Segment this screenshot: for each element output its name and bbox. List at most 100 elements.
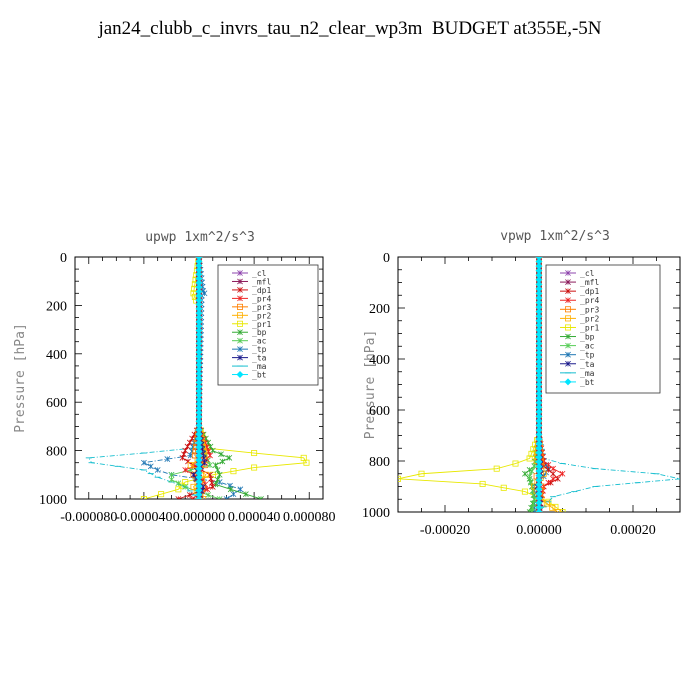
data-point bbox=[535, 490, 543, 498]
data-point bbox=[237, 270, 243, 276]
data-point bbox=[219, 458, 226, 465]
data-point bbox=[189, 496, 195, 499]
data-point bbox=[565, 324, 572, 331]
data-point bbox=[195, 288, 203, 296]
data-point bbox=[237, 337, 243, 344]
data-point bbox=[529, 509, 535, 512]
data-point bbox=[223, 496, 230, 499]
data-point bbox=[535, 303, 543, 311]
legend-label-ac: _ac bbox=[580, 342, 595, 351]
data-point bbox=[230, 468, 237, 475]
vpwp-chart: vpwp 1xm^2/s^3 Pressure [hPa] 0 200 400 600 80… bbox=[362, 229, 681, 538]
data-point bbox=[549, 504, 556, 511]
data-point bbox=[195, 309, 203, 317]
data-point bbox=[216, 471, 223, 478]
data-point bbox=[303, 459, 310, 466]
data-point bbox=[535, 440, 543, 448]
y-tick-label: 600 bbox=[46, 396, 67, 411]
data-point bbox=[195, 314, 203, 321]
legend-label-pr1: _pr1 bbox=[580, 323, 599, 332]
data-point bbox=[190, 471, 197, 478]
legend-label-pr3: _pr3 bbox=[580, 305, 599, 314]
data-point bbox=[195, 296, 203, 304]
legend-label-pr2: _pr2 bbox=[580, 314, 599, 323]
data-point bbox=[195, 365, 203, 373]
legend-label-dp1: _dp1 bbox=[580, 287, 599, 296]
legend: _cl_mfl_dp1_pr4_pr3_pr2_pr1_bp_ac_tp_ta_… bbox=[545, 264, 661, 394]
data-point bbox=[535, 280, 543, 288]
data-point bbox=[535, 335, 543, 343]
data-point bbox=[195, 417, 203, 425]
data-point bbox=[237, 486, 244, 493]
data-point bbox=[550, 470, 556, 477]
data-point bbox=[242, 491, 249, 498]
data-point bbox=[535, 381, 543, 388]
data-point bbox=[154, 467, 161, 473]
data-point bbox=[535, 285, 543, 293]
data-point bbox=[543, 500, 550, 507]
data-point bbox=[182, 467, 189, 473]
data-point bbox=[565, 270, 571, 276]
data-point bbox=[535, 299, 543, 307]
data-point bbox=[236, 320, 243, 327]
data-point bbox=[195, 352, 203, 360]
data-point bbox=[237, 329, 243, 336]
x-tick-label: 0.000080 bbox=[283, 510, 336, 525]
data-point bbox=[565, 360, 571, 367]
data-point bbox=[195, 348, 203, 356]
data-point bbox=[535, 494, 543, 502]
data-point bbox=[202, 471, 209, 478]
data-point bbox=[195, 460, 203, 468]
data-point bbox=[522, 470, 528, 477]
data-point bbox=[195, 361, 203, 369]
data-point bbox=[535, 453, 543, 461]
data-point bbox=[535, 412, 543, 420]
data-point bbox=[164, 456, 171, 462]
data-point bbox=[535, 340, 543, 348]
data-point bbox=[535, 481, 543, 489]
data-point bbox=[195, 491, 203, 499]
data-point bbox=[554, 508, 561, 512]
data-point bbox=[535, 358, 543, 366]
data-point bbox=[168, 471, 175, 478]
data-point bbox=[258, 496, 264, 499]
data-point bbox=[564, 378, 572, 386]
data-point bbox=[526, 473, 533, 480]
y-tick-label: 800 bbox=[46, 445, 67, 460]
data-point bbox=[565, 342, 571, 349]
data-point bbox=[565, 333, 571, 340]
data-point bbox=[237, 278, 243, 285]
data-point bbox=[535, 317, 543, 325]
data-point bbox=[195, 387, 203, 395]
data-point bbox=[237, 287, 243, 293]
data-point bbox=[535, 371, 543, 379]
data-point bbox=[216, 496, 223, 499]
data-point bbox=[195, 422, 203, 430]
data-point bbox=[195, 335, 203, 343]
legend-label-cl: _cl bbox=[580, 269, 595, 278]
data-point bbox=[195, 357, 203, 365]
data-point bbox=[550, 475, 556, 482]
data-point bbox=[535, 344, 543, 352]
data-point bbox=[195, 452, 203, 460]
y-tick-label: 600 bbox=[369, 404, 390, 419]
legend-label-ta: _ta bbox=[580, 360, 595, 369]
data-point bbox=[535, 394, 543, 402]
data-point bbox=[565, 306, 572, 313]
data-point bbox=[175, 486, 182, 493]
data-point bbox=[479, 480, 486, 487]
data-point bbox=[535, 362, 543, 370]
legend-label-mfl: _mfl bbox=[252, 277, 271, 286]
data-point bbox=[195, 456, 203, 464]
data-point bbox=[195, 495, 203, 499]
data-point bbox=[535, 308, 543, 316]
data-point bbox=[535, 326, 543, 334]
data-point bbox=[237, 295, 243, 302]
data-point bbox=[226, 454, 233, 461]
data-point bbox=[190, 483, 197, 490]
data-point bbox=[535, 262, 543, 270]
data-point bbox=[195, 426, 203, 434]
y-tick-label: 200 bbox=[46, 299, 67, 314]
data-point bbox=[565, 351, 571, 358]
legend-label-pr3: _pr3 bbox=[252, 303, 271, 312]
